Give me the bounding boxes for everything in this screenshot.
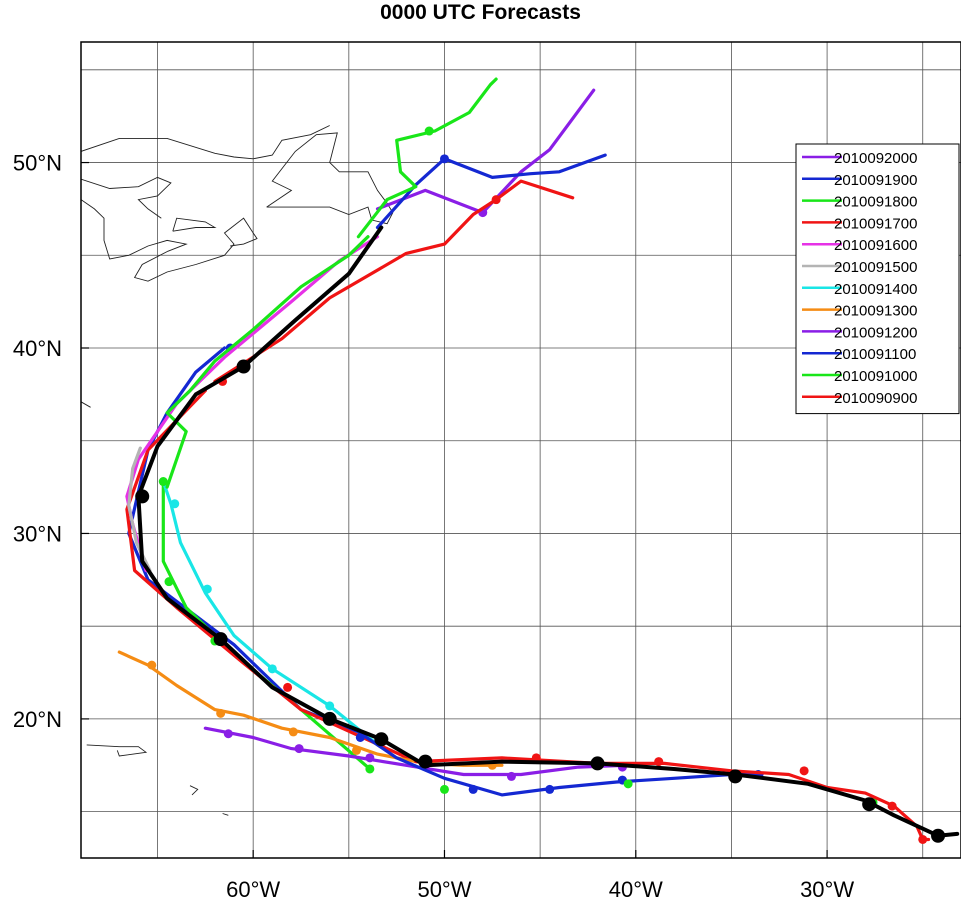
legend-entry: 2010092000 [834,150,917,167]
track-line [165,235,370,489]
best-track-marker [418,754,433,769]
track-line [356,77,498,239]
legend-entry: 2010091300 [834,303,917,320]
coastline [81,125,330,160]
best-track-marker [236,359,251,374]
legend-entry: 2010091900 [834,172,917,189]
track-marker [623,779,633,789]
legend-entry: 2010091600 [834,237,917,254]
track-marker [439,154,449,164]
y-tick-label: 20°N [13,707,62,732]
track-marker [325,701,335,711]
track-marker [223,729,233,739]
track-line [356,730,764,797]
y-tick-label: 30°N [13,521,62,546]
track-marker [365,753,375,763]
coastline [189,785,199,796]
best-track-marker [590,756,605,771]
x-tick-label: 40°W [609,877,663,900]
chart-title: 0000 UTC Forecasts [380,1,581,24]
coastline [172,217,217,232]
best-track-marker [728,769,743,784]
x-tick-label: 30°W [800,877,854,900]
track-marker [147,660,157,670]
coastline [133,217,258,282]
track-marker [267,664,277,674]
x-tick-label: 50°W [417,877,471,900]
y-tick-label: 50°N [13,151,62,176]
best-track-marker [322,711,337,726]
track-marker [170,499,180,509]
track-marker [365,764,375,774]
track-marker [288,727,298,737]
x-tick-label: 60°W [226,877,280,900]
best-track [135,225,960,843]
track-marker [918,834,928,844]
track-marker [355,732,365,742]
track-line [161,479,378,745]
coastlines [81,125,394,816]
legend: 2010092000 2010091900 2010091800 2010091700… [795,143,960,415]
coastline [86,744,148,757]
coastline [81,401,91,408]
track-marker [439,784,449,794]
legend-entry: 2010091500 [834,259,917,276]
best-track-marker [862,797,877,812]
best-track-marker [931,828,946,843]
track-marker [202,584,212,594]
track-marker [216,708,226,718]
track-line [375,153,607,230]
legend-entry: 2010090900 [834,390,917,407]
track-marker [468,784,478,794]
track-marker [351,745,361,755]
track-marker [424,126,434,136]
track-line [213,179,575,383]
track-marker [491,195,501,205]
track-marker [158,477,168,487]
legend-entry: 2010091700 [834,215,917,232]
coastline [266,132,394,225]
track-marker [294,744,304,754]
track-marker [506,771,516,781]
track-marker [164,577,174,587]
legend-entry: 2010091400 [834,281,917,298]
track-line [375,88,596,215]
axis-ticks: 60°W 50°W 40°W 30°W 20°N 30°N 40°N 50°N [13,151,854,900]
track-line [125,389,418,764]
legend-box [795,143,960,415]
track-marker [887,801,897,811]
track-line [203,726,628,777]
track-marker [531,753,541,763]
track-marker [545,784,555,794]
coastline [81,199,188,260]
best-track-marker [213,632,228,647]
track-marker [799,766,809,776]
track-marker [654,757,664,767]
y-tick-label: 40°N [13,336,62,361]
coastline [222,813,229,816]
best-track-marker [135,489,150,504]
legend-entry: 2010091000 [834,368,917,385]
legend-entry: 2010091200 [834,324,917,341]
coastline [81,176,172,219]
best-track-marker [374,732,389,747]
track-marker [283,682,293,692]
legend-entry: 2010091100 [834,346,916,363]
plot-frame [80,41,961,859]
legend-entry: 2010091800 [834,194,917,211]
